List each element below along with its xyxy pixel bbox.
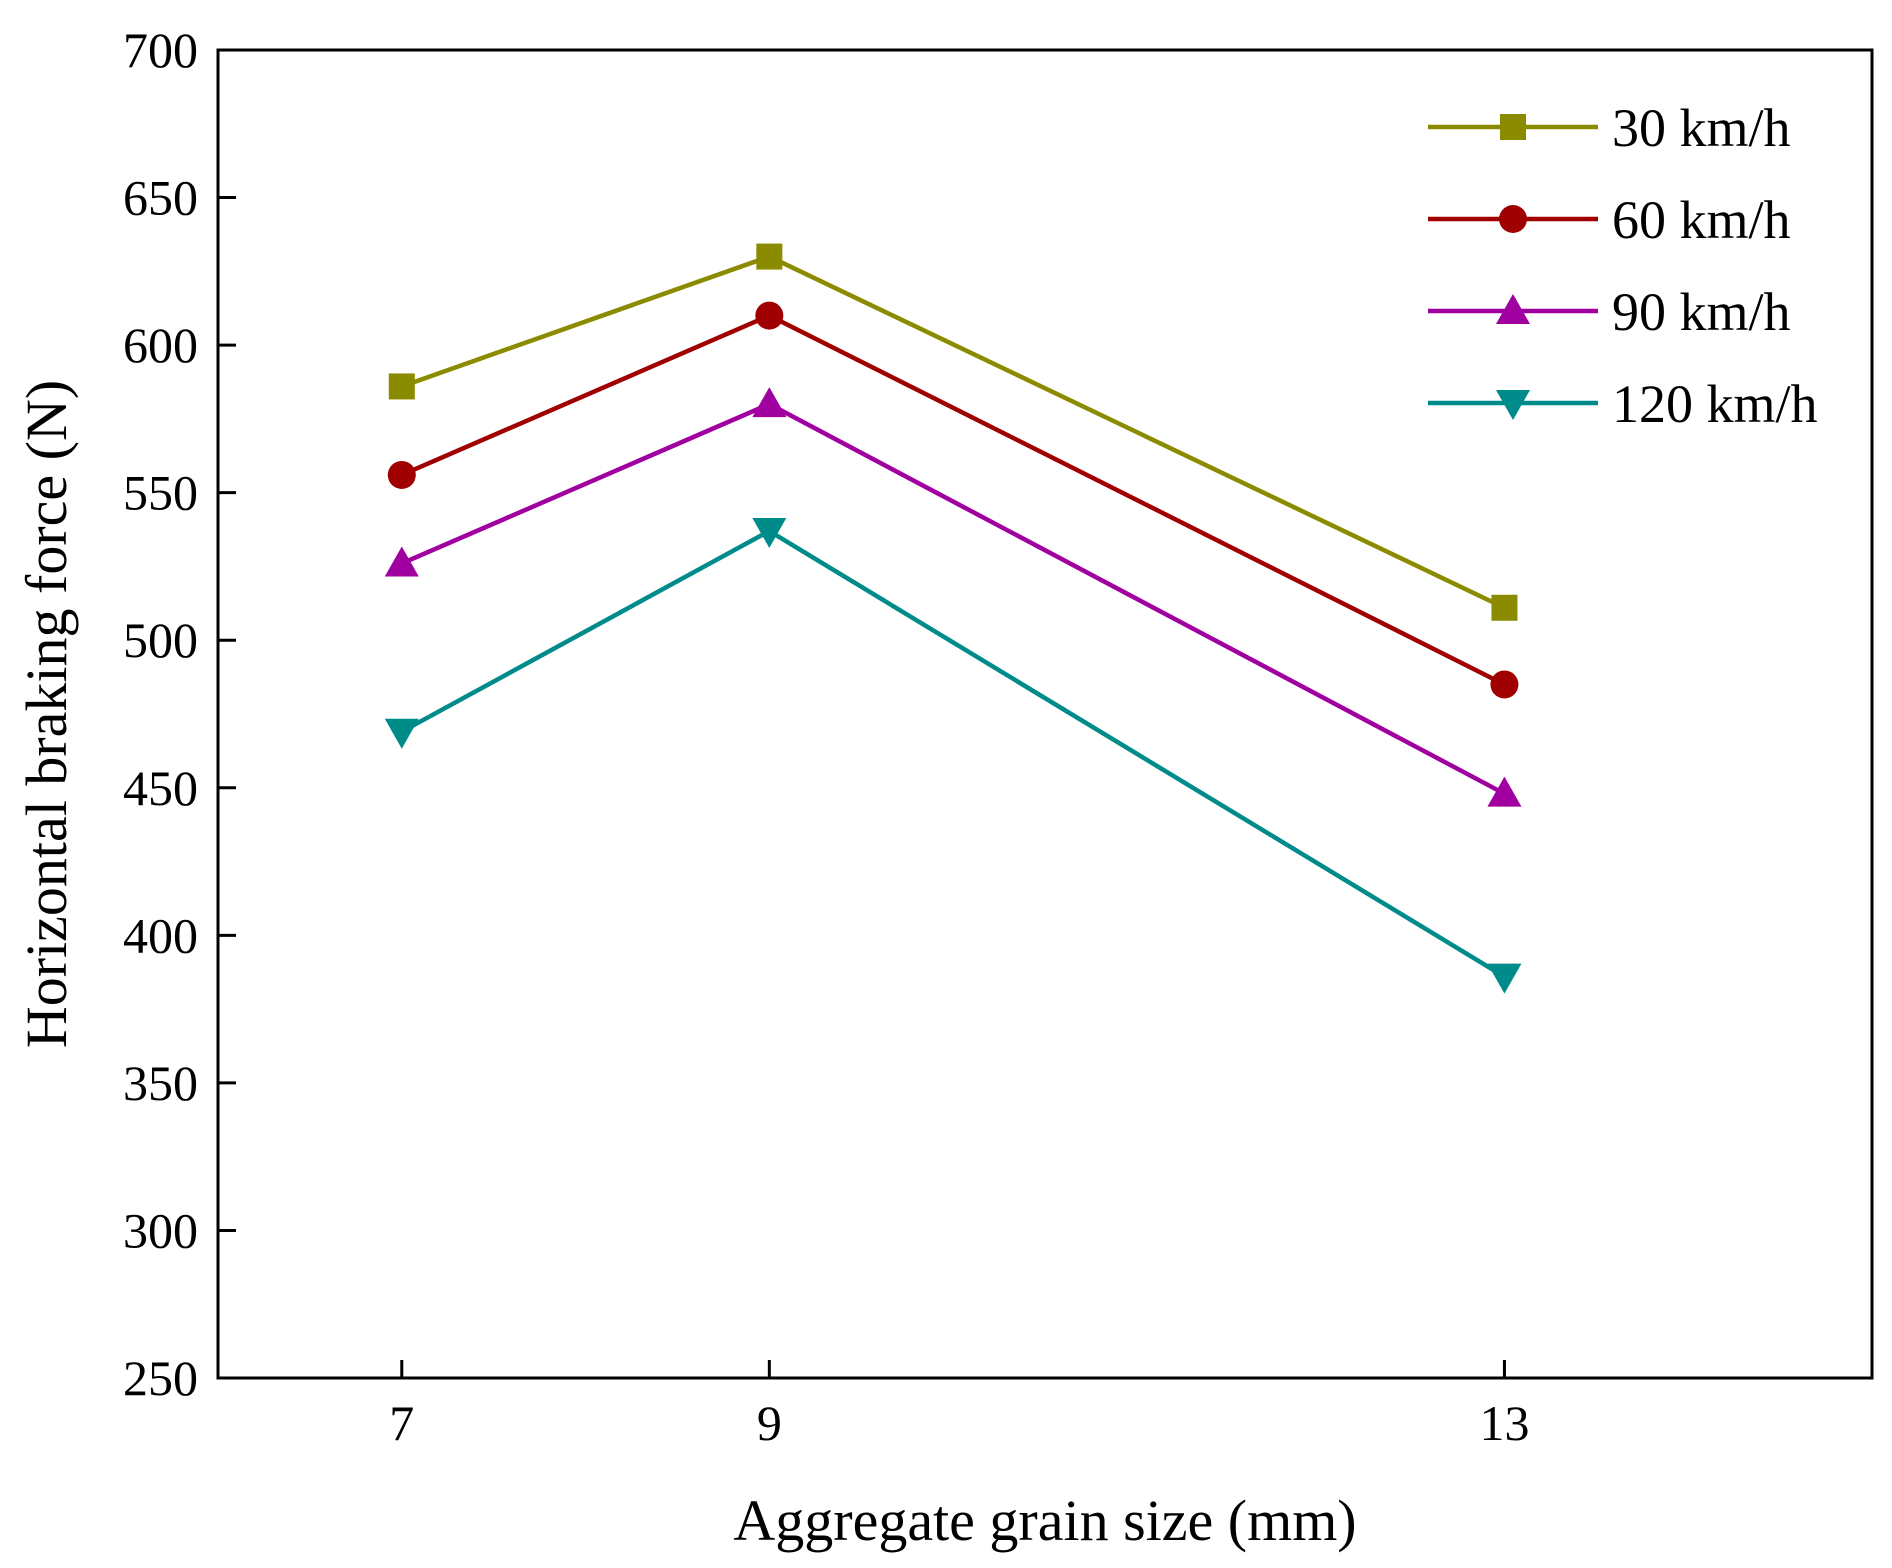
legend-label: 30 km/h [1612,98,1791,158]
data-point [384,718,419,749]
y-tick-label: 650 [123,170,198,226]
x-tick-label: 13 [1479,1395,1529,1451]
data-point [752,518,787,549]
series-line [400,401,1506,796]
y-tick-label: 350 [123,1055,198,1111]
y-tick-label: 550 [123,465,198,521]
series-2 [387,301,1519,699]
data-point [387,460,416,489]
series-line [401,254,1506,610]
legend-label: 60 km/h [1612,190,1791,250]
data-point [1490,670,1519,699]
legend-item: 60 km/h [1428,190,1791,250]
data-point [1487,776,1522,807]
legend-marker [1496,294,1530,324]
legend-item: 30 km/h [1428,98,1791,158]
x-tick-label: 7 [389,1395,414,1451]
data-point [756,243,783,270]
legend-label: 120 km/h [1612,374,1818,434]
legend: 30 km/h 60 km/h 90 km/h 120 km/h [1428,98,1818,434]
legend-item: 120 km/h [1428,374,1818,434]
series-line [400,528,1506,979]
series-layer [384,243,1522,994]
y-tick-label: 450 [123,760,198,816]
legend-item: 90 km/h [1428,282,1791,342]
y-tick-label: 300 [123,1202,198,1258]
y-tick-label: 600 [123,317,198,373]
data-point [384,546,419,577]
data-point [752,387,787,418]
legend-marker [1500,114,1526,140]
data-point [1487,963,1522,994]
plot-frame [216,48,1874,1380]
data-point [1491,594,1518,621]
series-1 [388,243,1518,621]
data-point [755,301,784,330]
y-tick-label: 500 [123,612,198,668]
y-tick-label: 250 [123,1350,198,1406]
data-point [388,373,415,400]
x-axis-title: Aggregate grain size (mm) [733,1488,1356,1553]
y-tick-label: 700 [123,22,198,78]
x-axis: 7 9 13 [389,1360,1529,1451]
legend-label: 90 km/h [1612,282,1791,342]
x-tick-label: 9 [757,1395,782,1451]
legend-marker [1496,390,1530,420]
y-axis-title: Horizontal braking force (N) [14,380,79,1048]
series-3 [384,387,1522,807]
legend-marker [1499,205,1527,233]
y-axis: 250 300 350 400 450 500 550 600 650 700 [123,22,236,1406]
y-tick-label: 400 [123,907,198,963]
series-4 [384,518,1522,994]
